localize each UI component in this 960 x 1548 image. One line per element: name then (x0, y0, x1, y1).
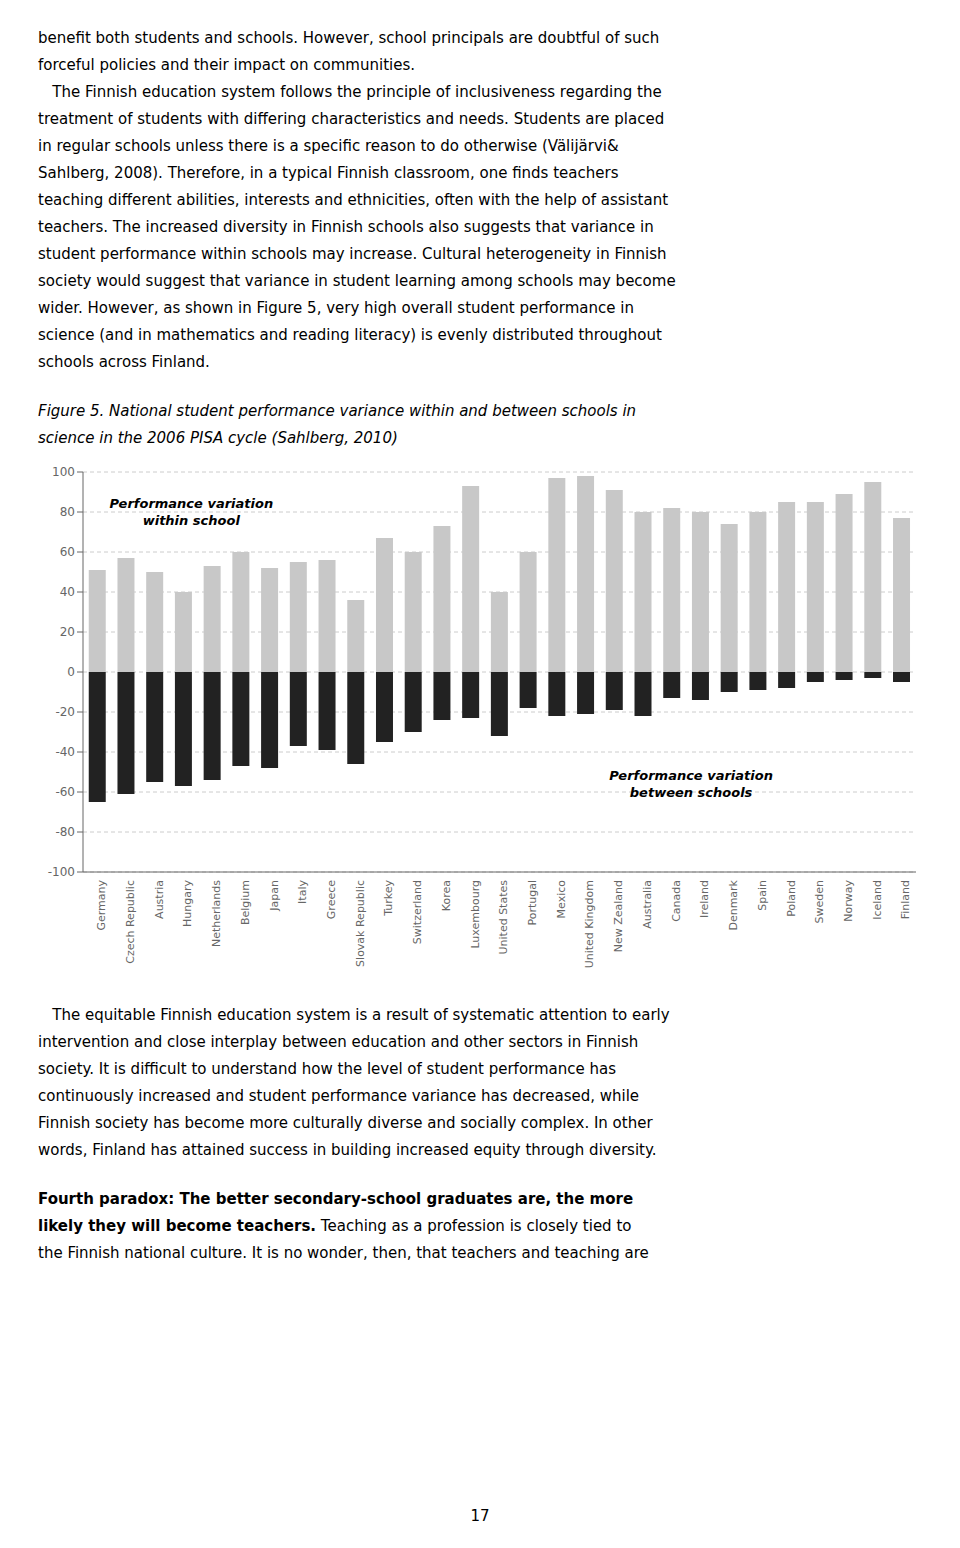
html-text:intervention and close interpl: intervention and close interplay between… (38, 1033, 639, 1051)
html-text:17: 17 (470, 1507, 490, 1525)
svg-text:Ireland: Ireland (698, 880, 711, 918)
svg-text:Australia: Australia (641, 880, 654, 929)
svg-text:Netherlands: Netherlands (210, 880, 223, 947)
svg-text:Hungary: Hungary (181, 880, 194, 927)
svg-text:20: 20 (60, 625, 75, 639)
html-text:The Finnish education system f: The Finnish education system follows the… (38, 83, 662, 101)
svg-text:Sweden: Sweden (813, 880, 826, 923)
svg-text:Mexico: Mexico (555, 880, 568, 919)
html-text:Fourth paradox: The better sec: Fourth paradox: The better secondary-sch… (38, 1190, 634, 1208)
html-text:likely they will become teache: likely they will become teachers. Teachi… (38, 1217, 632, 1235)
html-text:treatment of students with dif: treatment of students with differing cha… (38, 110, 665, 128)
html-text:science (and in mathematics an: science (and in mathematics and reading … (38, 326, 662, 344)
svg-text:-40: -40 (55, 745, 75, 759)
html-text:teachers. The increased divers: teachers. The increased diversity in Fin… (38, 218, 654, 236)
svg-text:Spain: Spain (756, 880, 769, 911)
svg-text:Finland: Finland (899, 880, 912, 919)
svg-text:Turkey: Turkey (382, 880, 395, 917)
svg-text:Slovak Republic: Slovak Republic (354, 880, 367, 967)
svg-text:Japan: Japan (268, 880, 281, 912)
svg-text:-60: -60 (55, 785, 75, 799)
svg-text:Norway: Norway (842, 880, 855, 922)
svg-text:-100: -100 (48, 865, 75, 879)
svg-text:0: 0 (67, 665, 75, 679)
html-text:society. It is difficult to un: society. It is difficult to understand h… (38, 1060, 616, 1078)
svg-text:Canada: Canada (670, 880, 683, 922)
svg-text:Iceland: Iceland (871, 880, 884, 920)
svg-text:Luxembourg: Luxembourg (469, 880, 482, 949)
svg-text:Switzerland: Switzerland (411, 880, 424, 944)
html-text:student performance within sch: student performance within schools may i… (38, 245, 667, 263)
svg-text:Germany: Germany (95, 880, 108, 931)
html-text:words, Finland has attained su: words, Finland has attained success in b… (38, 1141, 657, 1159)
svg-text:Czech Republic: Czech Republic (124, 880, 137, 964)
html-text:schools across Finland.: schools across Finland. (38, 353, 210, 371)
html-text:the Finnish national culture.: the Finnish national culture. It is no w… (38, 1244, 649, 1262)
svg-text:Greece: Greece (325, 880, 338, 919)
svg-text:Belgium: Belgium (239, 880, 252, 925)
svg-text:Portugal: Portugal (526, 880, 539, 926)
svg-text:80: 80 (60, 505, 75, 519)
html-text:benefit both students and scho: benefit both students and schools. Howev… (38, 29, 660, 47)
html-text:society would suggest that var: society would suggest that variance in s… (38, 272, 676, 290)
html-text:science in the 2006 PISA cycle: science in the 2006 PISA cycle (Sahlberg… (38, 429, 398, 447)
html-text:continuously increased and stu: continuously increased and student perfo… (38, 1087, 640, 1105)
svg-text:Poland: Poland (785, 880, 798, 917)
html-text:Figure 5. National student per: Figure 5. National student performance v… (38, 402, 637, 420)
html-text:Sahlberg, 2008). Therefore, in: Sahlberg, 2008). Therefore, in a typical… (38, 164, 619, 182)
html-text:The equitable Finnish educatio: The equitable Finnish education system i… (38, 1006, 670, 1024)
svg-text:Korea: Korea (440, 880, 453, 911)
svg-text:Denmark: Denmark (727, 879, 740, 930)
svg-text:United Kingdom: United Kingdom (583, 880, 596, 968)
html-text:Performance variation within s: Performance variation within school (109, 496, 274, 528)
html-text:Performance variation between: Performance variation between schools (609, 768, 773, 800)
html-text:wider. However, as shown in Fi: wider. However, as shown in Figure 5, ve… (38, 299, 634, 317)
svg-text:United States: United States (497, 880, 510, 955)
svg-text:100: 100 (52, 465, 75, 479)
html-text:forceful policies and their im: forceful policies and their impact on co… (38, 56, 415, 74)
html-text:Finnish society has become mor: Finnish society has become more cultural… (38, 1114, 653, 1132)
svg-text:Austria: Austria (153, 880, 166, 919)
svg-text:-20: -20 (55, 705, 75, 719)
svg-text:New Zealand: New Zealand (612, 880, 625, 952)
svg-text:40: 40 (60, 585, 75, 599)
svg-text:-80: -80 (55, 825, 75, 839)
svg-text:Italy: Italy (296, 880, 309, 904)
svg-text:60: 60 (60, 545, 75, 559)
html-text:teaching different abilities,: teaching different abilities, interests … (38, 191, 668, 209)
html-text:in regular schools unless ther: in regular schools unless there is a spe… (38, 137, 619, 155)
